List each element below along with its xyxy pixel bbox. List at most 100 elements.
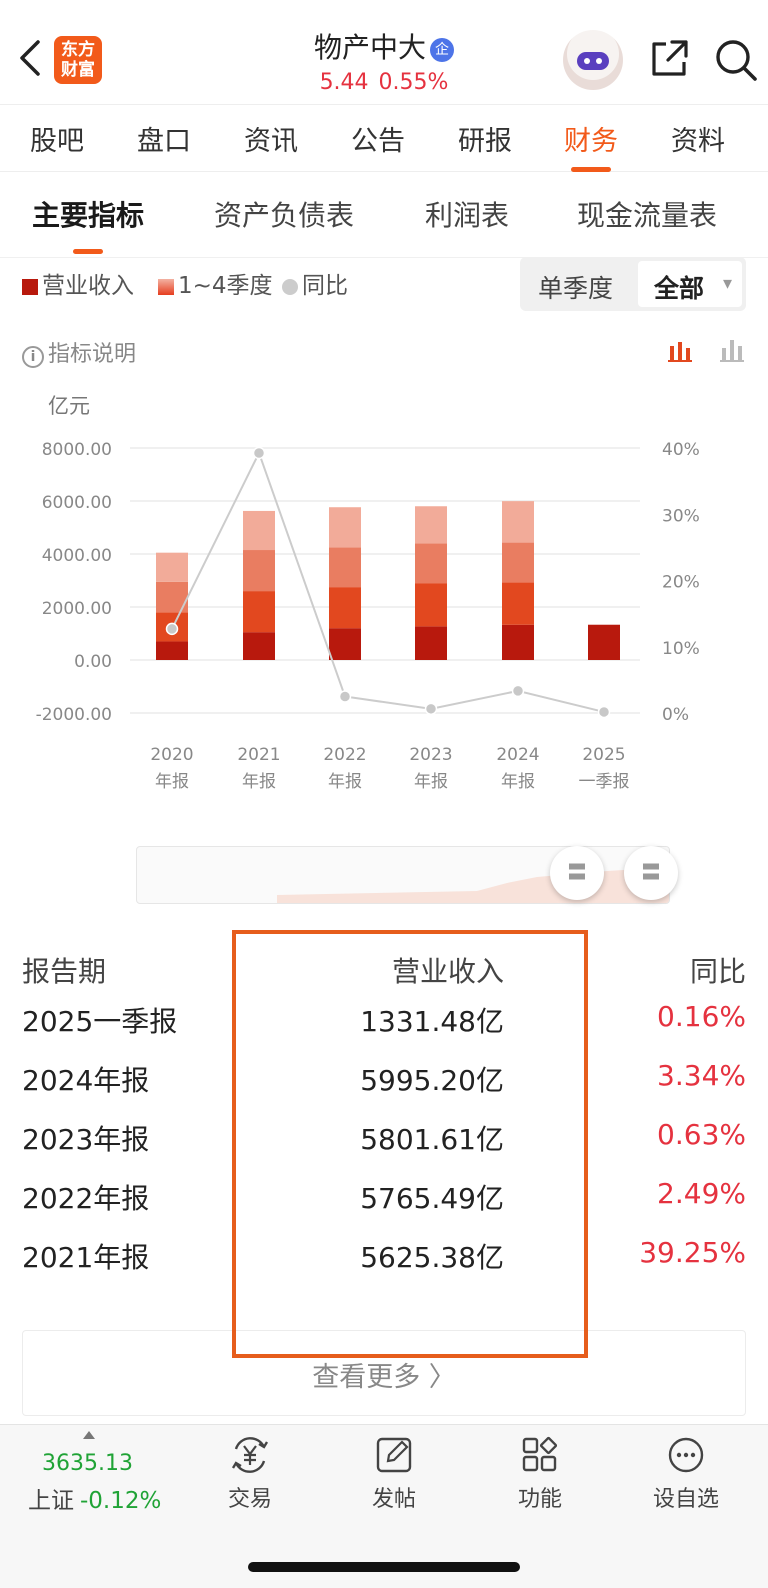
legend-yoy[interactable]: 同比 — [282, 266, 348, 300]
y-tick-label: 8000.00 — [42, 440, 112, 460]
view-more-button[interactable]: 查看更多 〉 — [22, 1330, 746, 1416]
tab-guba[interactable]: 股吧 — [30, 126, 84, 157]
bar-segment — [243, 550, 275, 592]
edit-post-icon — [376, 1437, 412, 1473]
bar-segment — [329, 547, 361, 588]
period-single-quarter[interactable]: 单季度 — [538, 274, 614, 303]
home-indicator — [248, 1562, 520, 1572]
table-row[interactable]: 2025一季报 1331.48亿 0.16% — [0, 1000, 768, 1058]
header: 东方 财富 物产中大企 5.44 0.55% — [0, 0, 768, 104]
y-tick-label: -2000.00 — [36, 705, 112, 725]
index-value: 3635.13 — [42, 1451, 133, 1476]
y-tick-label: 2000.00 — [42, 599, 112, 619]
yoy-point — [511, 684, 525, 698]
y-tick-label: 4000.00 — [42, 546, 112, 566]
share-icon[interactable] — [648, 38, 690, 80]
bar-segment — [243, 591, 275, 633]
revenue-column-highlight — [232, 930, 588, 1358]
index-change: -0.12% — [80, 1488, 162, 1514]
bar-segment — [502, 582, 534, 625]
back-arrow-icon[interactable] — [18, 38, 42, 78]
slider-handle-left[interactable]: 〓 — [550, 846, 604, 900]
col-header-yoy: 同比 — [689, 955, 746, 988]
yoy-point — [338, 690, 352, 703]
indicator-info-label: 指标说明 — [48, 342, 137, 367]
row-yoy: 3.34% — [657, 1059, 746, 1092]
table-row[interactable]: 2024年报 5995.20亿 3.34% — [0, 1059, 768, 1117]
table-row[interactable]: 2023年报 5801.61亿 0.63% — [0, 1118, 768, 1176]
row-period: 2022年报 — [22, 1182, 150, 1215]
col-header-period: 报告期 — [22, 955, 107, 988]
yoy-point — [597, 705, 611, 719]
functions-button[interactable]: 功能 — [500, 1435, 580, 1513]
finance-subtabs: 主要指标 资产负债表 利润表 现金流量表 — [0, 172, 768, 258]
table-row[interactable]: 2022年报 5765.49亿 2.49% — [0, 1177, 768, 1235]
tab-finance[interactable]: 财务 — [564, 119, 618, 172]
x-tick-label: 年报 — [501, 772, 535, 792]
assistant-robot-icon[interactable] — [563, 30, 623, 90]
x-tick-label: 一季报 — [579, 772, 630, 792]
bar-segment — [156, 552, 188, 582]
y2-tick-label: 20% — [662, 573, 700, 593]
caret-up-icon — [83, 1431, 95, 1439]
bar-chart-icon[interactable] — [718, 336, 746, 364]
trade-label: 交易 — [227, 1487, 272, 1512]
legend-revenue[interactable]: 营业收入 — [22, 266, 134, 300]
stock-name: 物产中大 — [313, 31, 426, 64]
x-tick-label: 年报 — [155, 772, 189, 792]
bar-segment — [329, 628, 361, 660]
search-icon[interactable] — [714, 38, 758, 82]
tab-announcements[interactable]: 公告 — [351, 126, 405, 157]
row-revenue: 5625.38亿 — [360, 1241, 504, 1274]
yoy-point — [424, 702, 438, 716]
tab-research[interactable]: 研报 — [458, 126, 512, 157]
row-period: 2023年报 — [22, 1123, 150, 1156]
bottom-bar: 3635.13 上证 -0.12% 交易 发帖 功能 — [0, 1424, 768, 1588]
bar-segment — [502, 624, 534, 660]
period-all-dropdown[interactable]: 全部 ▾ — [638, 261, 742, 307]
legend-quarters[interactable]: 1~4季度 — [158, 266, 273, 300]
bar-segment — [243, 632, 275, 660]
functions-label: 功能 — [517, 1487, 562, 1512]
subtab-income-statement[interactable]: 利润表 — [425, 199, 510, 232]
post-button[interactable]: 发帖 — [354, 1435, 434, 1513]
period-all-label: 全部 — [654, 274, 705, 303]
indicator-info[interactable]: i 指标说明 — [22, 336, 136, 368]
subtab-balance-sheet[interactable]: 资产负债表 — [214, 199, 355, 232]
row-revenue: 1331.48亿 — [360, 1005, 504, 1038]
x-tick-label: 2022 — [323, 745, 366, 765]
info-icon: i — [22, 346, 44, 368]
app-logo[interactable]: 东方 财富 — [54, 36, 102, 84]
x-tick-label: 2020 — [150, 745, 193, 765]
y2-tick-label: 0% — [662, 705, 689, 725]
x-tick-label: 年报 — [328, 772, 362, 792]
grid-apps-icon — [522, 1436, 558, 1472]
table-row[interactable]: 2021年报 5625.38亿 39.25% — [0, 1236, 768, 1294]
yoy-line — [171, 450, 605, 713]
y2-tick-label: 30% — [662, 506, 700, 526]
subtab-key-indicators[interactable]: 主要指标 — [32, 194, 144, 254]
stock-title[interactable]: 物产中大企 — [0, 26, 768, 66]
trade-button[interactable]: 交易 — [210, 1435, 290, 1513]
tab-pankou[interactable]: 盘口 — [137, 126, 191, 157]
bar-segment — [329, 507, 361, 548]
yoy-point — [252, 446, 266, 460]
row-revenue: 5995.20亿 — [360, 1064, 504, 1097]
y-tick-label: 0.00 — [74, 652, 112, 672]
row-period: 2021年报 — [22, 1241, 150, 1274]
slider-handle-right[interactable]: 〓 — [624, 846, 678, 900]
subtab-cash-flow[interactable]: 现金流量表 — [577, 199, 718, 232]
tab-profile[interactable]: 资料 — [671, 126, 725, 157]
y-axis-unit: 亿元 — [48, 394, 90, 418]
index-name: 上证 — [28, 1488, 74, 1514]
stacked-bar-chart-icon[interactable] — [666, 336, 694, 364]
revenue-chart: 8000.00 6000.00 4000.00 2000.00 0.00 -2000.00… — [36, 440, 700, 792]
yoy-point — [165, 622, 179, 636]
drag-handle-icon: 〓 — [641, 860, 661, 884]
trade-yen-icon — [231, 1437, 269, 1473]
bar-segment — [588, 624, 620, 660]
bar-segment — [415, 506, 447, 544]
y2-tick-label: 10% — [662, 639, 700, 659]
add-watchlist-button[interactable]: 设自选 — [646, 1435, 726, 1513]
tab-news[interactable]: 资讯 — [244, 126, 298, 157]
